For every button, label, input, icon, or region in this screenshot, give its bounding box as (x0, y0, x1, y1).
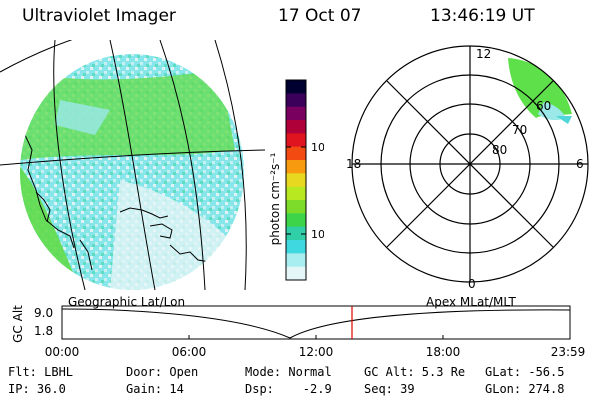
mlt-label-0: 0 (468, 277, 476, 291)
colorbar-unit-label: photon cm⁻²s⁻¹ (268, 152, 282, 245)
colorbar-stripe (286, 213, 306, 228)
date-label: 17 Oct 07 (278, 6, 362, 26)
status-gc-alt: GC Alt: 5.3 Re (364, 365, 466, 379)
mlt-label-12: 12 (476, 47, 491, 61)
mlt-label-18: 18 (346, 157, 361, 171)
intensity-colorbar: 100 10 photon cm⁻²s⁻¹ (268, 79, 324, 281)
mlat-label-80: 80 (492, 143, 507, 157)
geographic-map (0, 40, 265, 290)
mlat-label-60: 60 (536, 99, 551, 113)
time-label: 13:46:19 UT (430, 6, 535, 26)
status-flt: Flt: LBHL (8, 365, 74, 379)
colorbar-stripe (286, 240, 306, 254)
altitude-axis-title: GC Alt (11, 305, 25, 343)
status-glat: GLat: -56.5 (485, 365, 565, 379)
colorbar-stripe (286, 266, 306, 281)
colorbar-stripe (286, 253, 306, 268)
instrument-title: Ultraviolet Imager (22, 6, 176, 26)
colorbar-stripe (286, 80, 306, 94)
altitude-plot: GC Alt 9.0 1.8 00:00 06:00 12:00 18:00 2… (11, 305, 586, 359)
apex-polar-dial: 12 18 6 0 60 70 80 (346, 45, 589, 291)
colorbar-stripe (286, 146, 306, 161)
time-tick-2359: 23:59 (551, 345, 586, 359)
colorbar-stripe (286, 186, 306, 201)
time-tick-0000: 00:00 (45, 345, 80, 359)
colorbar-tick-100: 100 (311, 141, 324, 154)
mlat-label-70: 70 (512, 123, 527, 137)
colorbar-stripe (286, 133, 306, 148)
colorbar-stripe (286, 173, 306, 188)
status-ip: IP: 36.0 (8, 382, 66, 396)
status-mode: Mode: Normal (245, 365, 332, 379)
colorbar-stripe (286, 120, 306, 134)
time-tick-1200: 12:00 (299, 345, 334, 359)
colorbar-stripe (286, 226, 306, 241)
colorbar-stripe (286, 106, 306, 121)
time-tick-1800: 18:00 (426, 345, 461, 359)
status-seq: Seq: 39 (364, 382, 415, 396)
status-door: Door: Open (126, 365, 199, 379)
altitude-tick-9: 9.0 (34, 306, 53, 320)
colorbar-stripe (286, 93, 306, 108)
altitude-tick-1-8: 1.8 (34, 324, 53, 338)
colorbar-stripe (286, 160, 306, 174)
status-gain: Gain: 14 (126, 382, 184, 396)
status-glon: GLon: 274.8 (485, 382, 565, 396)
mlt-label-6: 6 (576, 157, 584, 171)
colorbar-tick-10: 10 (311, 228, 324, 241)
status-dsp: Dsp: -2.9 (245, 382, 332, 396)
colorbar-stripe (286, 200, 306, 214)
time-tick-0600: 06:00 (172, 345, 207, 359)
